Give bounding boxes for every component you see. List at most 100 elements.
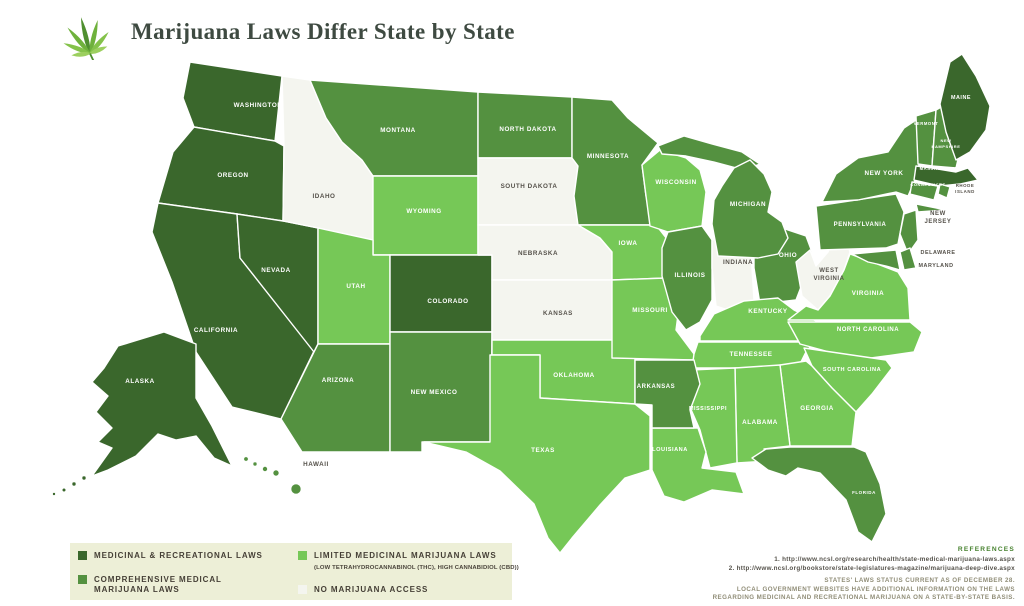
state-label-ms: MISSISSIPPI xyxy=(689,406,727,412)
state-hi-island xyxy=(262,466,268,472)
state-wy xyxy=(372,175,479,256)
state-ky xyxy=(699,297,819,342)
legend: MEDICINAL & RECREATIONAL LAWS COMPREHENS… xyxy=(70,543,519,600)
state-label-vt: VERMONT xyxy=(914,121,939,126)
state-label-ct: CONNECTICUT xyxy=(910,182,945,187)
state-label-tx: TEXAS xyxy=(531,447,555,454)
state-label-wi: WISCONSIN xyxy=(655,179,696,186)
legend-label: MEDICINAL & RECREATIONAL LAWS xyxy=(94,551,263,560)
state-label-de: DELAWARE xyxy=(921,250,956,256)
state-label-nh: NEW HAMPSHIRE xyxy=(932,138,961,149)
state-label-sc: SOUTH CAROLINA xyxy=(823,367,881,373)
state-label-ut: UTAH xyxy=(346,283,365,290)
legend-label: NO MARIJUANA ACCESS xyxy=(314,585,429,594)
state-label-la: LOUISIANA xyxy=(652,447,688,453)
reference-note-1: STATES' LAWS STATUS CURRENT AS OF DECEMB… xyxy=(824,577,1015,584)
state-nd xyxy=(477,91,573,159)
state-mn xyxy=(571,96,659,226)
state-co xyxy=(389,254,493,333)
state-ri xyxy=(937,183,951,199)
state-label-wv: WEST VIRGINIA xyxy=(813,268,844,282)
state-wi xyxy=(641,149,707,233)
state-label-or: OREGON xyxy=(217,172,248,179)
state-label-ky: KENTUCKY xyxy=(748,308,788,315)
state-label-id: IDAHO xyxy=(312,193,335,200)
state-label-nm: NEW MEXICO xyxy=(411,389,458,396)
state-label-ok: OKLAHOMA xyxy=(553,372,594,379)
state-hi-island xyxy=(290,483,302,495)
state-me xyxy=(939,53,991,161)
state-label-ia: IOWA xyxy=(619,240,638,247)
legend-item-recreational: MEDICINAL & RECREATIONAL LAWS xyxy=(78,551,263,561)
state-ak xyxy=(91,331,233,477)
state-label-hi: HAWAII xyxy=(303,461,329,468)
cannabis-leaf-icon xyxy=(63,17,109,60)
state-ak-island xyxy=(81,475,87,481)
state-hi-island xyxy=(243,456,249,462)
page-header: Marijuana Laws Differ State by State xyxy=(62,4,515,60)
state-la xyxy=(651,427,745,503)
legend-label: COMPREHENSIVE MEDICAL MARIJUANA LAWS xyxy=(94,575,222,594)
state-ga xyxy=(779,360,857,447)
references-heading: REFERENCES xyxy=(957,546,1015,553)
state-label-fl: FLORIDA xyxy=(852,490,876,495)
reference-note-2: LOCAL GOVERNMENT WEBSITES HAVE ADDITIONA… xyxy=(736,585,1015,593)
state-sd xyxy=(477,157,579,226)
legend-item-limited: LIMITED MEDICINAL MARIJUANA LAWS (LOW TE… xyxy=(298,551,519,573)
state-md xyxy=(851,249,901,271)
state-label-az: ARIZONA xyxy=(322,377,355,384)
state-label-ny: NEW YORK xyxy=(865,170,904,177)
state-ma xyxy=(913,165,979,187)
state-fl xyxy=(751,446,887,543)
state-ar xyxy=(634,359,701,429)
state-label-ma: MASSACHUSETTS xyxy=(920,166,965,171)
state-label-va: VIRGINIA xyxy=(852,290,884,297)
state-hi-island xyxy=(272,469,280,477)
state-nc xyxy=(787,321,923,361)
state-label-tn: TENNESSEE xyxy=(729,351,772,358)
state-ak-island xyxy=(71,481,77,487)
state-mi xyxy=(711,159,789,259)
state-de xyxy=(899,247,917,271)
state-nj xyxy=(899,209,919,255)
state-label-nj: NEW JERSEY xyxy=(925,211,952,225)
state-label-ar: ARKANSAS xyxy=(637,384,675,390)
state-ak-island xyxy=(52,492,56,496)
state-label-ca: CALIFORNIA xyxy=(194,327,238,334)
state-label-oh: OHIO xyxy=(779,252,797,259)
state-label-ks: KANSAS xyxy=(543,310,573,317)
references: REFERENCES 1. http://www.ncsl.org/resear… xyxy=(713,545,1015,603)
state-label-mo: MISSOURI xyxy=(632,307,668,314)
state-tx xyxy=(423,354,651,554)
legend-item-none: NO MARIJUANA ACCESS xyxy=(298,585,428,595)
state-label-ri: RHODE ISLAND xyxy=(955,183,975,194)
state-pa xyxy=(815,193,905,251)
state-label-md: MARYLAND xyxy=(918,263,953,269)
legend-label: LIMITED MEDICINAL MARIJUANA LAWS xyxy=(314,551,497,560)
page-title: Marijuana Laws Differ State by State xyxy=(131,19,515,44)
state-label-in: INDIANA xyxy=(723,259,753,266)
state-label-mi: MICHIGAN xyxy=(730,201,766,208)
state-il xyxy=(661,225,713,331)
state-label-wa: WASHINGTON xyxy=(234,102,283,109)
legend-swatch-recreational xyxy=(78,551,87,560)
state-label-nv: NEVADA xyxy=(261,267,290,274)
state-ny xyxy=(915,203,947,213)
legend-swatch-none xyxy=(298,585,307,594)
state-label-ak: ALASKA xyxy=(125,378,155,385)
state-label-wy: WYOMING xyxy=(406,208,441,215)
state-hi-island xyxy=(252,461,258,467)
state-ct xyxy=(909,181,939,201)
legend-item-comprehensive: COMPREHENSIVE MEDICAL MARIJUANA LAWS xyxy=(78,575,229,595)
state-label-al: ALABAMA xyxy=(742,419,778,426)
state-ny xyxy=(821,119,925,203)
state-label-sd: SOUTH DAKOTA xyxy=(501,183,558,190)
state-label-co: COLORADO xyxy=(427,298,468,305)
reference-link-1: 1. http://www.ncsl.org/research/health/s… xyxy=(774,556,1015,563)
state-label-ne: NEBRASKA xyxy=(518,250,558,257)
state-va xyxy=(787,253,911,321)
state-label-me: MAINE xyxy=(951,95,971,101)
reference-note-3: REGARDING MEDICINAL AND RECREATIONAL MAR… xyxy=(712,594,1015,602)
state-label-pa: PENNSYLVANIA xyxy=(834,222,887,228)
